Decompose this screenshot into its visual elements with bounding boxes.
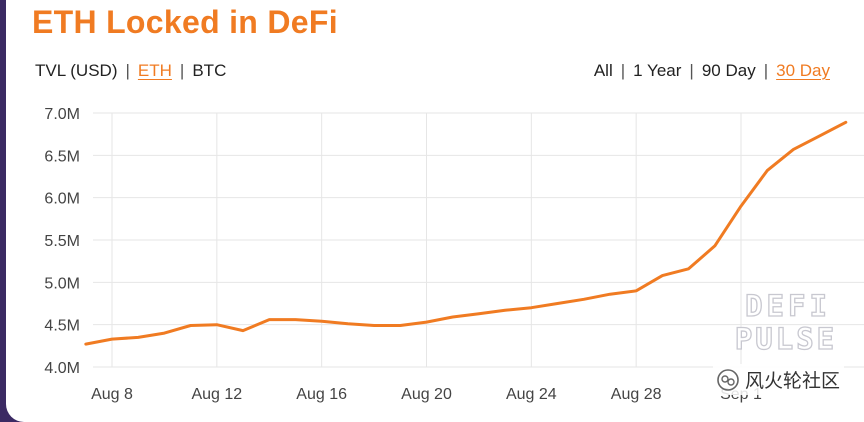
wechat-icon bbox=[717, 368, 739, 391]
y-tick-label: 5.5M bbox=[44, 233, 80, 250]
range-toggle: All | 1 Year | 90 Day | 30 Day bbox=[594, 61, 830, 81]
watermark-text: 风火轮社区 bbox=[744, 371, 840, 392]
unit-option-tvl-usd[interactable]: TVL (USD) bbox=[35, 61, 118, 80]
y-tick-label: 4.0M bbox=[44, 360, 80, 377]
y-tick-label: 6.5M bbox=[44, 148, 80, 165]
x-tick-label: Aug 20 bbox=[401, 386, 452, 403]
separator: | bbox=[125, 61, 130, 80]
y-tick-label: 7.0M bbox=[44, 106, 80, 123]
page-title: ETH Locked in DeFi bbox=[32, 4, 338, 40]
tvl-line-chart: 4.0M 4.5M 5.0M 5.5M 6.0M 6.5M 7.0M Aug 8 Aug 12 A… bbox=[44, 106, 864, 403]
unit-option-eth[interactable]: ETH bbox=[137, 61, 172, 80]
unit-option-btc[interactable]: BTC bbox=[192, 61, 227, 80]
range-option-30-day[interactable]: 30 Day bbox=[776, 61, 830, 80]
range-option-all[interactable]: All bbox=[593, 61, 613, 80]
separator: | bbox=[763, 61, 769, 80]
y-tick-label: 4.5M bbox=[44, 318, 80, 335]
x-tick-label: Aug 16 bbox=[296, 386, 347, 403]
range-option-1-year[interactable]: 1 Year bbox=[633, 61, 682, 80]
defi-pulse-logo-line2: PULSE bbox=[735, 322, 837, 356]
separator: | bbox=[179, 61, 185, 80]
x-tick-label: Aug 24 bbox=[506, 386, 557, 403]
y-tick-label: 6.0M bbox=[44, 191, 80, 208]
unit-toggle: TVL (USD) | ETH | BTC bbox=[35, 61, 226, 81]
x-tick-label: Aug 28 bbox=[611, 386, 662, 403]
eth-locked-line bbox=[84, 120, 848, 346]
x-tick-label: Aug 8 bbox=[91, 386, 133, 403]
separator: | bbox=[689, 61, 694, 80]
range-option-90-day[interactable]: 90 Day bbox=[701, 61, 756, 80]
separator: | bbox=[620, 61, 626, 80]
y-tick-label: 5.0M bbox=[44, 275, 80, 292]
chart-card: ETH Locked in DeFi TVL (USD) | ETH | BTC All… bbox=[6, 0, 864, 422]
x-tick-label: Aug 12 bbox=[191, 386, 242, 403]
wechat-watermark: 风火轮社区 bbox=[712, 364, 844, 395]
defi-pulse-logo-line1: DEFI bbox=[745, 289, 831, 323]
